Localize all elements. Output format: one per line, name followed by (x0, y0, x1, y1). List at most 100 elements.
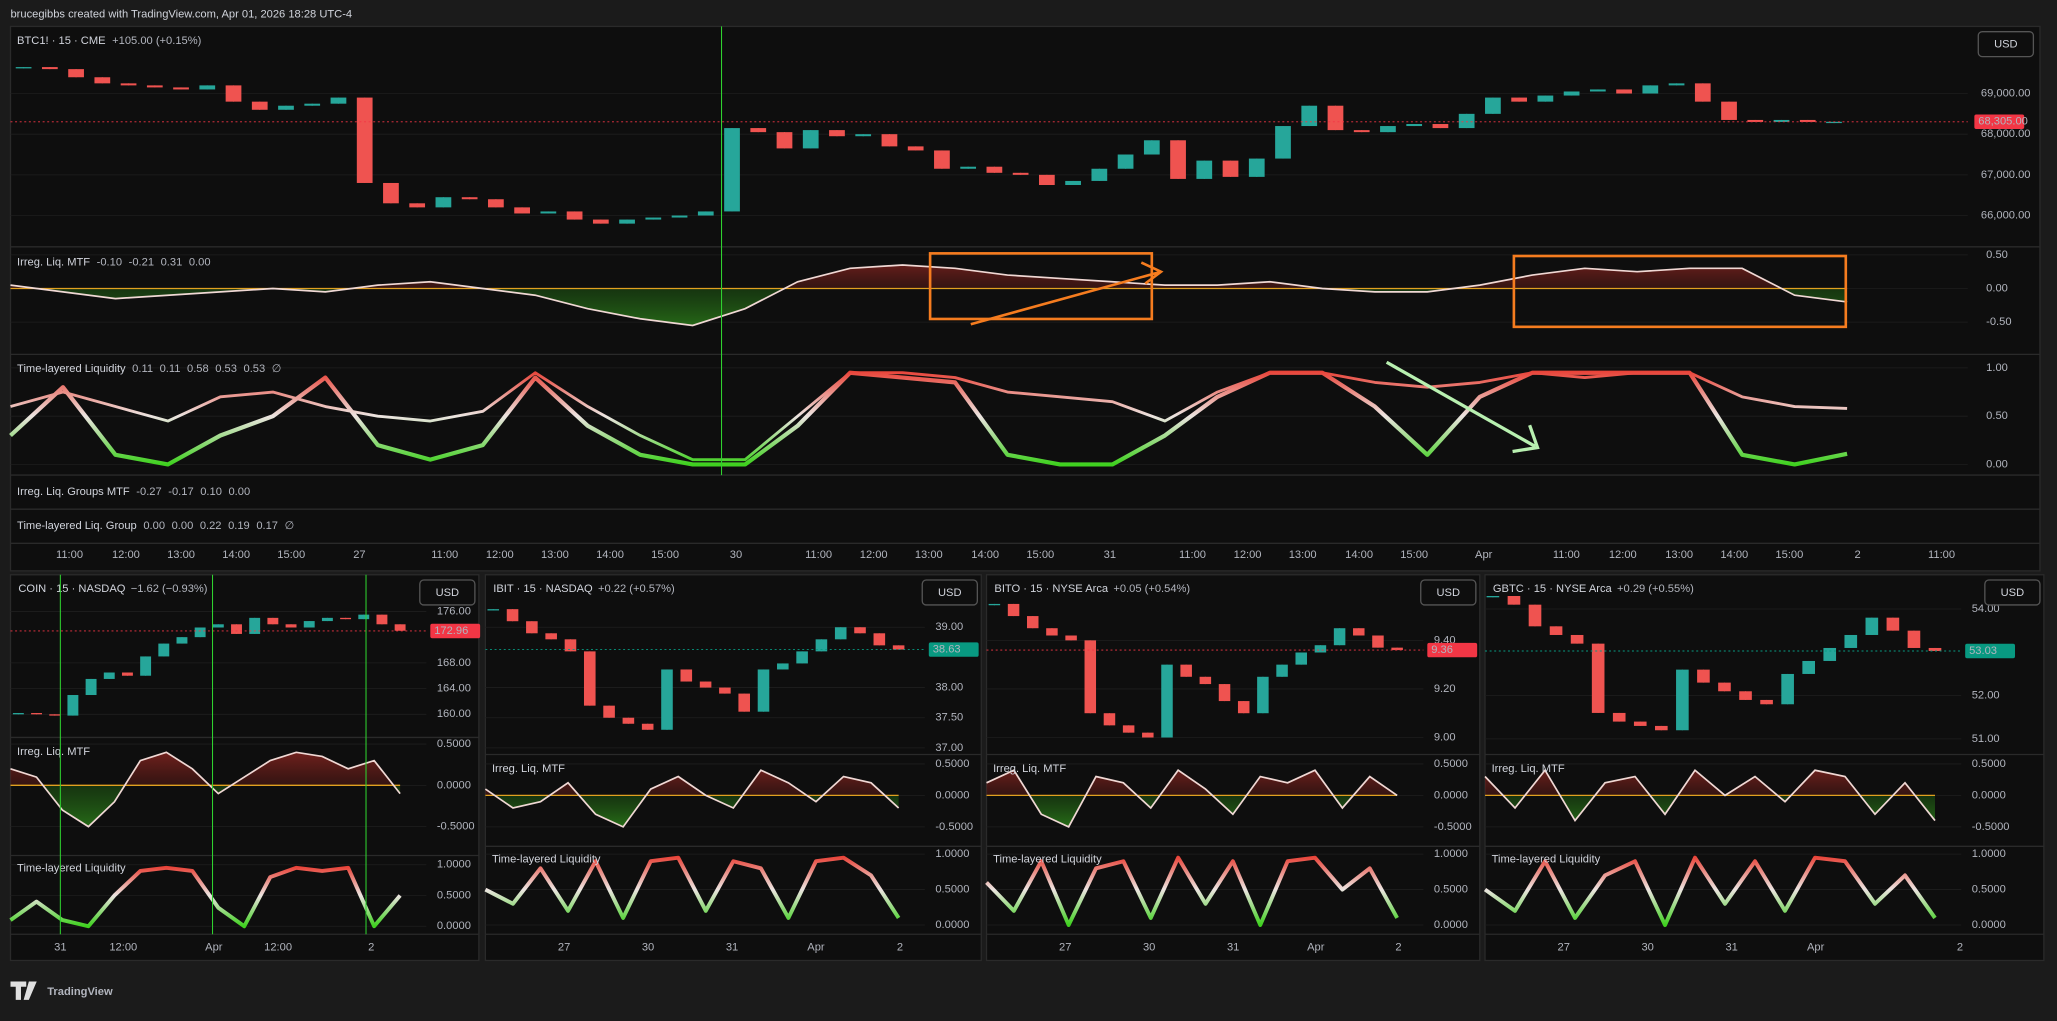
candle (1117, 154, 1134, 169)
candle (1222, 160, 1239, 177)
y-tick-label: 0.5000 (935, 758, 969, 770)
candle (892, 645, 905, 650)
x-tick-label: 27 (1558, 941, 1570, 953)
currency-button[interactable] (419, 579, 476, 606)
candle (680, 669, 693, 682)
readout: ∅ (272, 363, 282, 375)
candle (285, 624, 297, 628)
y-tick-label: 1.0000 (1972, 848, 2006, 860)
candle (719, 687, 731, 694)
candle (15, 67, 32, 69)
readout: 0.10 (200, 486, 222, 498)
candle (1406, 124, 1423, 127)
candle (1826, 121, 1842, 124)
tl-line (9, 865, 402, 929)
symbol: BTC1! · 15 · CME (17, 35, 106, 47)
readout: 0.53 (215, 363, 237, 375)
candle (94, 77, 111, 84)
x-tick-label: Apr (1475, 549, 1493, 561)
candle (1694, 83, 1711, 102)
x-tick-label: 30 (730, 549, 742, 561)
candle (1122, 725, 1135, 733)
candle (1353, 628, 1365, 636)
candle (777, 663, 789, 670)
candle (1248, 158, 1265, 177)
logo-mark (10, 981, 37, 1000)
y-tick-label: 66,000.00 (1981, 209, 2031, 221)
highlight-box (1512, 254, 1848, 329)
candle (1773, 119, 1790, 122)
candle (1655, 725, 1668, 731)
mtf-line (10, 751, 401, 828)
y-tick-label: 0.5000 (1434, 884, 1468, 896)
candle (12, 713, 24, 715)
candle (1886, 617, 1900, 631)
candle (699, 681, 712, 688)
y-tick-label: 51.00 (1972, 733, 2000, 745)
candle (1760, 699, 1773, 705)
candle (1091, 168, 1108, 181)
readout: 0.11 (160, 363, 181, 375)
y-tick-label: 0.0000 (935, 919, 969, 931)
candle (645, 217, 662, 220)
y-tick-label: -0.50 (1986, 316, 2011, 328)
mtf-line (986, 769, 1398, 828)
currency-label[interactable]: USD (1994, 39, 2018, 51)
y-tick-label: 39.00 (935, 621, 963, 633)
candle (1353, 130, 1370, 133)
candle (120, 83, 137, 86)
candle (1528, 604, 1542, 627)
candle (1372, 635, 1384, 648)
currency-label[interactable]: USD (1437, 587, 1461, 599)
y-tick-label: 0.5000 (1434, 758, 1468, 770)
currency-button[interactable] (1420, 579, 1477, 606)
x-tick-label: 2 (368, 941, 374, 953)
logo-text: TradingView (47, 986, 113, 998)
candle (1739, 691, 1752, 700)
y-tick-label: 0.5000 (437, 738, 471, 750)
currency-button[interactable] (1984, 579, 2041, 606)
candle (622, 717, 635, 724)
candle (641, 723, 654, 730)
currency-button[interactable] (921, 579, 978, 606)
candle (68, 69, 84, 78)
currency-label[interactable]: USD (436, 587, 460, 599)
readout: 0.00 (189, 257, 211, 269)
candle (173, 87, 189, 90)
readout: ∅ (285, 520, 295, 532)
x-tick-label: Apr (1307, 941, 1325, 953)
candle (358, 614, 370, 620)
y-tick-label: 0.0000 (1434, 789, 1468, 801)
candle (802, 130, 819, 149)
currency-label[interactable]: USD (2001, 587, 2025, 599)
candle (1486, 596, 1500, 598)
candle (103, 672, 115, 679)
x-tick-label: 12:00 (109, 941, 137, 953)
y-tick-label: 168.00 (437, 657, 471, 669)
y-tick-label: 67,000.00 (1981, 169, 2031, 181)
y-tick-label: 1.0000 (437, 859, 471, 871)
candle (1170, 140, 1186, 179)
y-tick-label: 9.00 (1434, 731, 1456, 743)
header-text: brucegibbs created with TradingView.com,… (10, 9, 352, 21)
readout: 0.22 (200, 520, 222, 532)
candle (251, 101, 268, 110)
last-price-label: 53.03 (1969, 645, 1997, 657)
candle (855, 134, 872, 137)
candle (121, 672, 133, 676)
candle (194, 627, 206, 638)
x-tick-label: Apr (205, 941, 223, 953)
x-tick-label: 31 (1725, 941, 1737, 953)
x-tick-label: 2 (1854, 549, 1860, 561)
candle (1257, 676, 1269, 714)
y-tick-label: 0.5000 (935, 884, 969, 896)
last-price-label: 38.63 (933, 644, 961, 656)
content: brucegibbs created with TradingView.com,… (9, 9, 2044, 998)
readout: 0.00 (172, 520, 194, 532)
mtf-area (10, 752, 401, 827)
currency-label[interactable]: USD (938, 587, 962, 599)
candle (1199, 676, 1212, 685)
currency-button[interactable] (1977, 31, 2035, 58)
candle (1380, 126, 1396, 133)
pane-title: Time-layered Liquidity (1492, 853, 1601, 865)
